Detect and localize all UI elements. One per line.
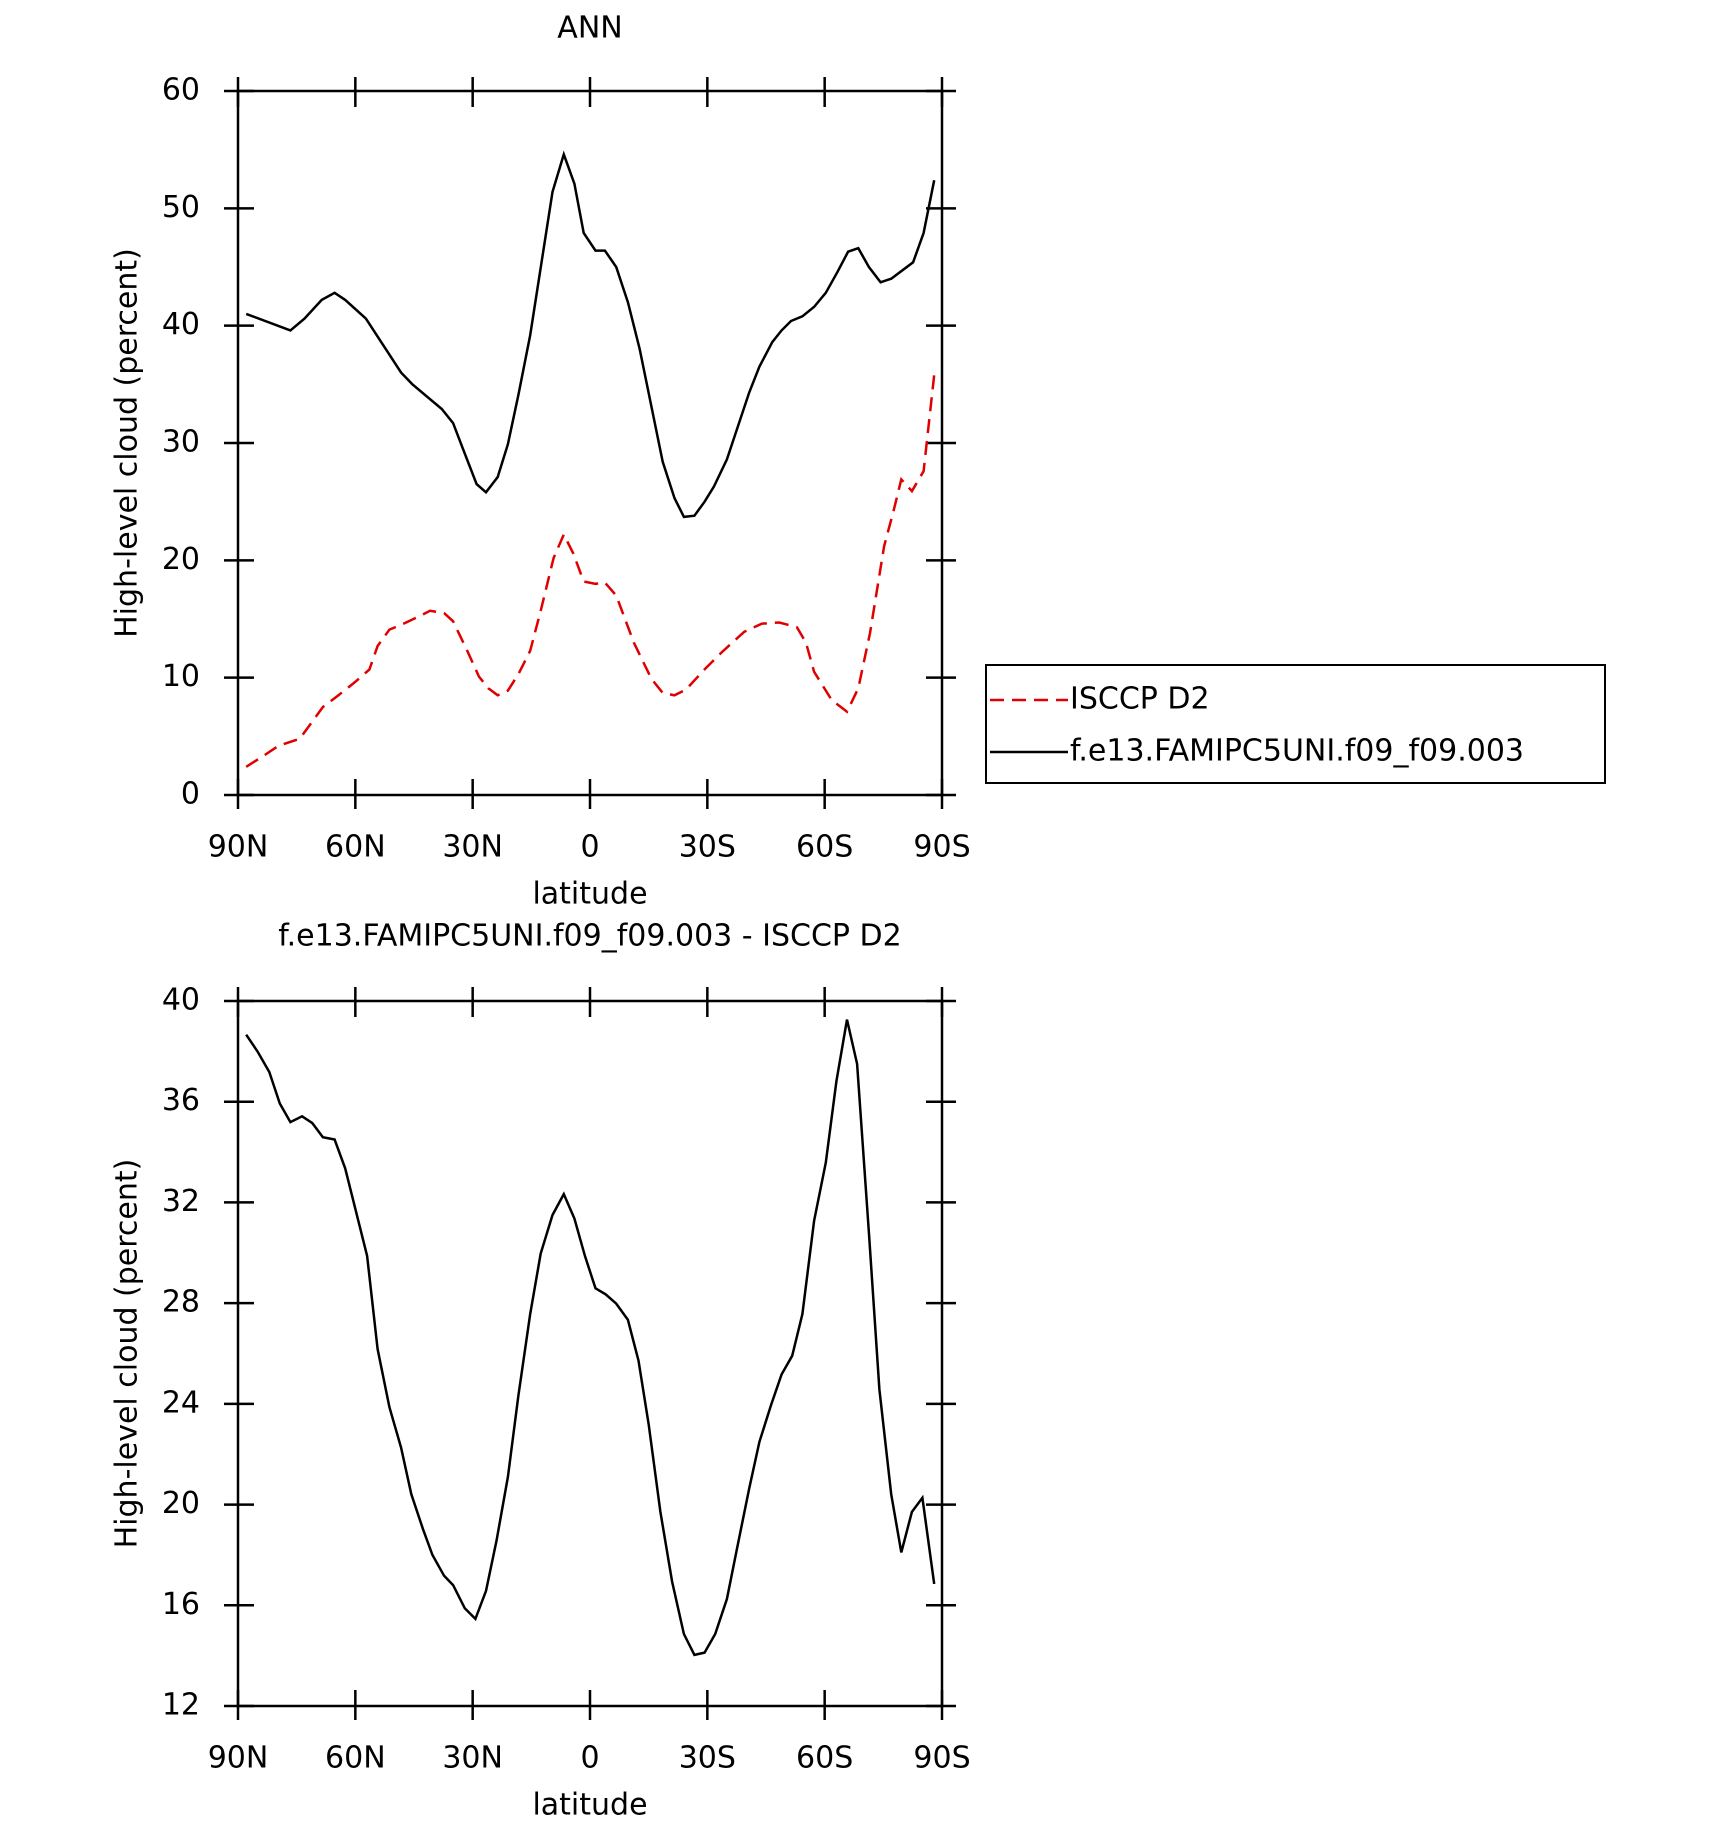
x-tick-label: 90N <box>208 830 269 865</box>
data-line <box>245 374 936 768</box>
y-tick-label: 50 <box>162 190 200 225</box>
data-line <box>245 1019 936 1657</box>
x-tick-label: 60S <box>796 1741 853 1776</box>
chart-title: ANN <box>557 11 622 46</box>
chart-title: f.e13.FAMIPC5UNI.f09_f09.003 - ISCCP D2 <box>278 919 902 954</box>
y-axis-label: High-level cloud (percent) <box>110 1159 145 1549</box>
data-line <box>245 150 936 519</box>
x-tick-label: 60N <box>325 830 386 865</box>
y-tick-label: 60 <box>162 73 200 108</box>
y-tick-label: 20 <box>162 1486 200 1521</box>
x-tick-label: 0 <box>580 830 599 865</box>
x-axis-label: latitude <box>532 877 647 912</box>
plot-frame <box>236 89 944 797</box>
x-tick-label: 60N <box>325 1741 386 1776</box>
y-tick-label: 12 <box>162 1688 200 1723</box>
x-tick-label: 90S <box>913 830 970 865</box>
x-tick-label: 30S <box>679 1741 736 1776</box>
x-axis-label: latitude <box>532 1788 647 1822</box>
x-tick-label: 30N <box>442 1741 503 1776</box>
y-tick-label: 24 <box>162 1385 200 1420</box>
legend-label: ISCCP D2 <box>1070 682 1210 717</box>
legend-box <box>985 664 1606 784</box>
x-tick-label: 90S <box>913 1741 970 1776</box>
y-axis-label: High-level cloud (percent) <box>110 248 145 638</box>
x-tick-label: 60S <box>796 830 853 865</box>
y-tick-label: 36 <box>162 1083 200 1118</box>
y-tick-label: 10 <box>162 659 200 694</box>
y-tick-label: 32 <box>162 1184 200 1219</box>
y-tick-label: 40 <box>162 307 200 342</box>
y-tick-label: 30 <box>162 425 200 460</box>
y-tick-label: 40 <box>162 983 200 1018</box>
legend-label: f.e13.FAMIPC5UNI.f09_f09.003 <box>1070 734 1524 769</box>
y-tick-label: 20 <box>162 542 200 577</box>
x-tick-label: 30N <box>442 830 503 865</box>
x-tick-label: 0 <box>580 1741 599 1776</box>
y-tick-label: 16 <box>162 1587 200 1622</box>
x-tick-label: 30S <box>679 830 736 865</box>
y-tick-label: 0 <box>181 777 200 812</box>
x-tick-label: 90N <box>208 1741 269 1776</box>
y-tick-label: 28 <box>162 1285 200 1320</box>
plot-frame <box>236 999 944 1708</box>
